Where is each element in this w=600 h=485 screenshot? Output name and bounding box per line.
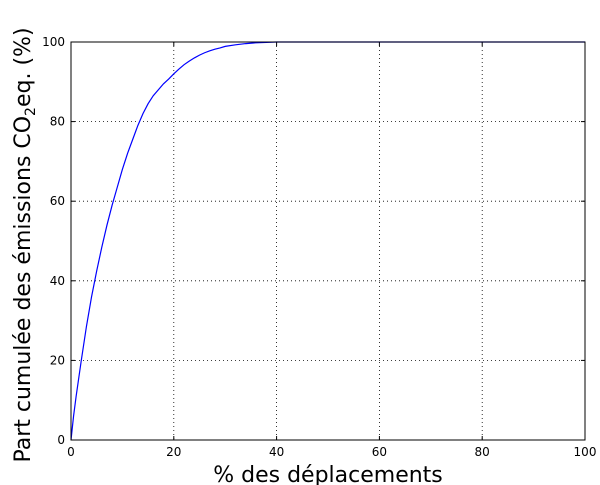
y-tick-label: 100	[42, 35, 65, 49]
y-tick-label: 60	[50, 194, 65, 208]
grid-lines	[71, 42, 585, 440]
x-tick-label: 80	[475, 445, 490, 459]
x-tick-label: 20	[166, 445, 181, 459]
x-tick-label: 100	[574, 445, 597, 459]
x-tick-label: 0	[67, 445, 75, 459]
y-tick-labels: 0 20 40 60 80 100	[42, 35, 65, 447]
y-axis-label-main: Part cumulée des émissions CO	[11, 116, 36, 463]
y-tick-label: 20	[50, 353, 65, 367]
y-tick-label: 80	[50, 115, 65, 129]
x-tick-label: 40	[269, 445, 284, 459]
y-tick-label: 40	[50, 274, 65, 288]
y-axis-label-subscript: 2	[23, 107, 39, 116]
y-axis-label: Part cumulée des émissions CO2eq. (%)	[11, 27, 39, 462]
x-tick-label: 60	[372, 445, 387, 459]
plot-frame	[70, 41, 586, 441]
y-tick-label: 0	[57, 433, 65, 447]
series-line	[70, 41, 585, 441]
series-layer	[70, 41, 585, 441]
x-axis-label: % des déplacements	[213, 463, 443, 485]
y-axis-label-tail: eq. (%)	[11, 27, 36, 107]
axis-ticks	[70, 41, 586, 441]
x-tick-labels: 0 20 40 60 80 100	[67, 445, 596, 459]
